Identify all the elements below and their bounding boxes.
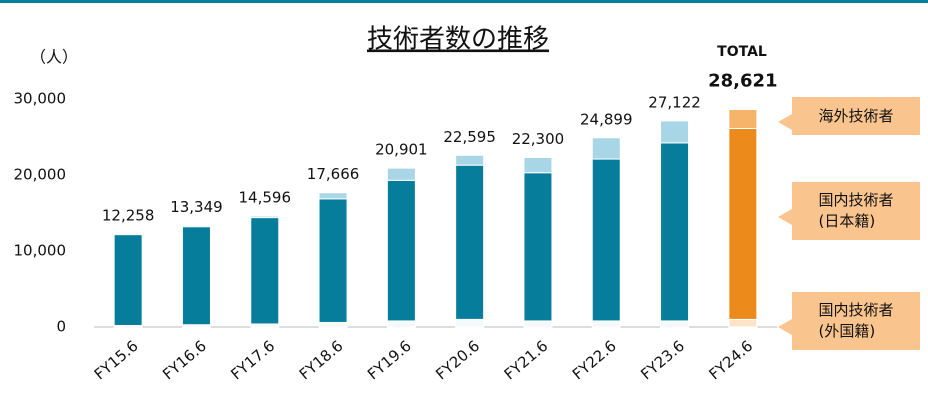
x-tick-label: FY22.6 [569,337,620,384]
total-label: 27,122 [648,93,701,111]
bar-segment [523,320,553,328]
bar-segment [113,234,143,326]
total-label: 28,621 [708,70,777,91]
chart-title: 技術者数の推移 [367,25,549,55]
bar-segment [660,320,690,328]
y-tick-label: 20,000 [14,166,67,184]
bar-segment [113,233,143,236]
x-tick-label: FY17.6 [227,337,278,384]
total-heading: TOTAL [717,44,767,60]
bar-segment [523,157,553,174]
total-label: 24,899 [580,110,633,128]
y-tick-label: 10,000 [14,242,67,260]
total-label: 12,258 [102,206,155,224]
bar-segment [455,318,485,328]
bar-segment [455,154,485,166]
total-label: 22,300 [512,130,565,148]
x-tick-label: FY21.6 [501,337,552,384]
x-tick-label: FY23.6 [637,337,688,384]
bar-segment [386,167,416,181]
bar-segment [250,217,280,325]
bar-segment [660,120,690,144]
legend-item: 海外技術者 [778,97,920,135]
legend-item: 国内技術者 (日本籍) [778,182,920,240]
bar-segment [386,179,416,322]
bar-segment [318,192,348,200]
bar-segment [591,137,621,160]
bar-segment [181,226,211,326]
total-label: 14,596 [239,189,292,207]
total-label: 17,666 [307,165,360,183]
bar-segment [728,108,758,129]
x-tick-label: FY19.6 [364,337,415,384]
total-label: 13,349 [170,198,223,216]
bar-segment [250,215,280,219]
bar-segment [591,320,621,328]
bar-segment [728,318,758,328]
bar-segment [455,164,485,320]
bar-segment [591,158,621,322]
bar-segment [318,198,348,323]
y-axis-label: （人） [30,48,78,67]
top-border [0,0,928,3]
total-label: 22,595 [443,128,496,146]
x-tick-label: FY18.6 [296,337,347,384]
total-label: 20,901 [375,141,428,159]
x-tick-label: FY20.6 [432,337,483,384]
x-tick-label: FY15.6 [91,337,142,384]
bar-segment [386,320,416,328]
legend-item: 国内技術者 (外国籍) [778,292,920,350]
bar-segment [660,142,690,322]
bar-segment [728,127,758,320]
x-tick-label: FY16.6 [159,337,210,384]
y-tick-label: 0 [56,318,66,336]
bar-segment [181,225,211,228]
y-tick-label: 30,000 [14,90,67,108]
bar-segment [318,321,348,328]
x-tick-label: FY24.6 [706,337,757,384]
bar-segment [523,172,553,322]
